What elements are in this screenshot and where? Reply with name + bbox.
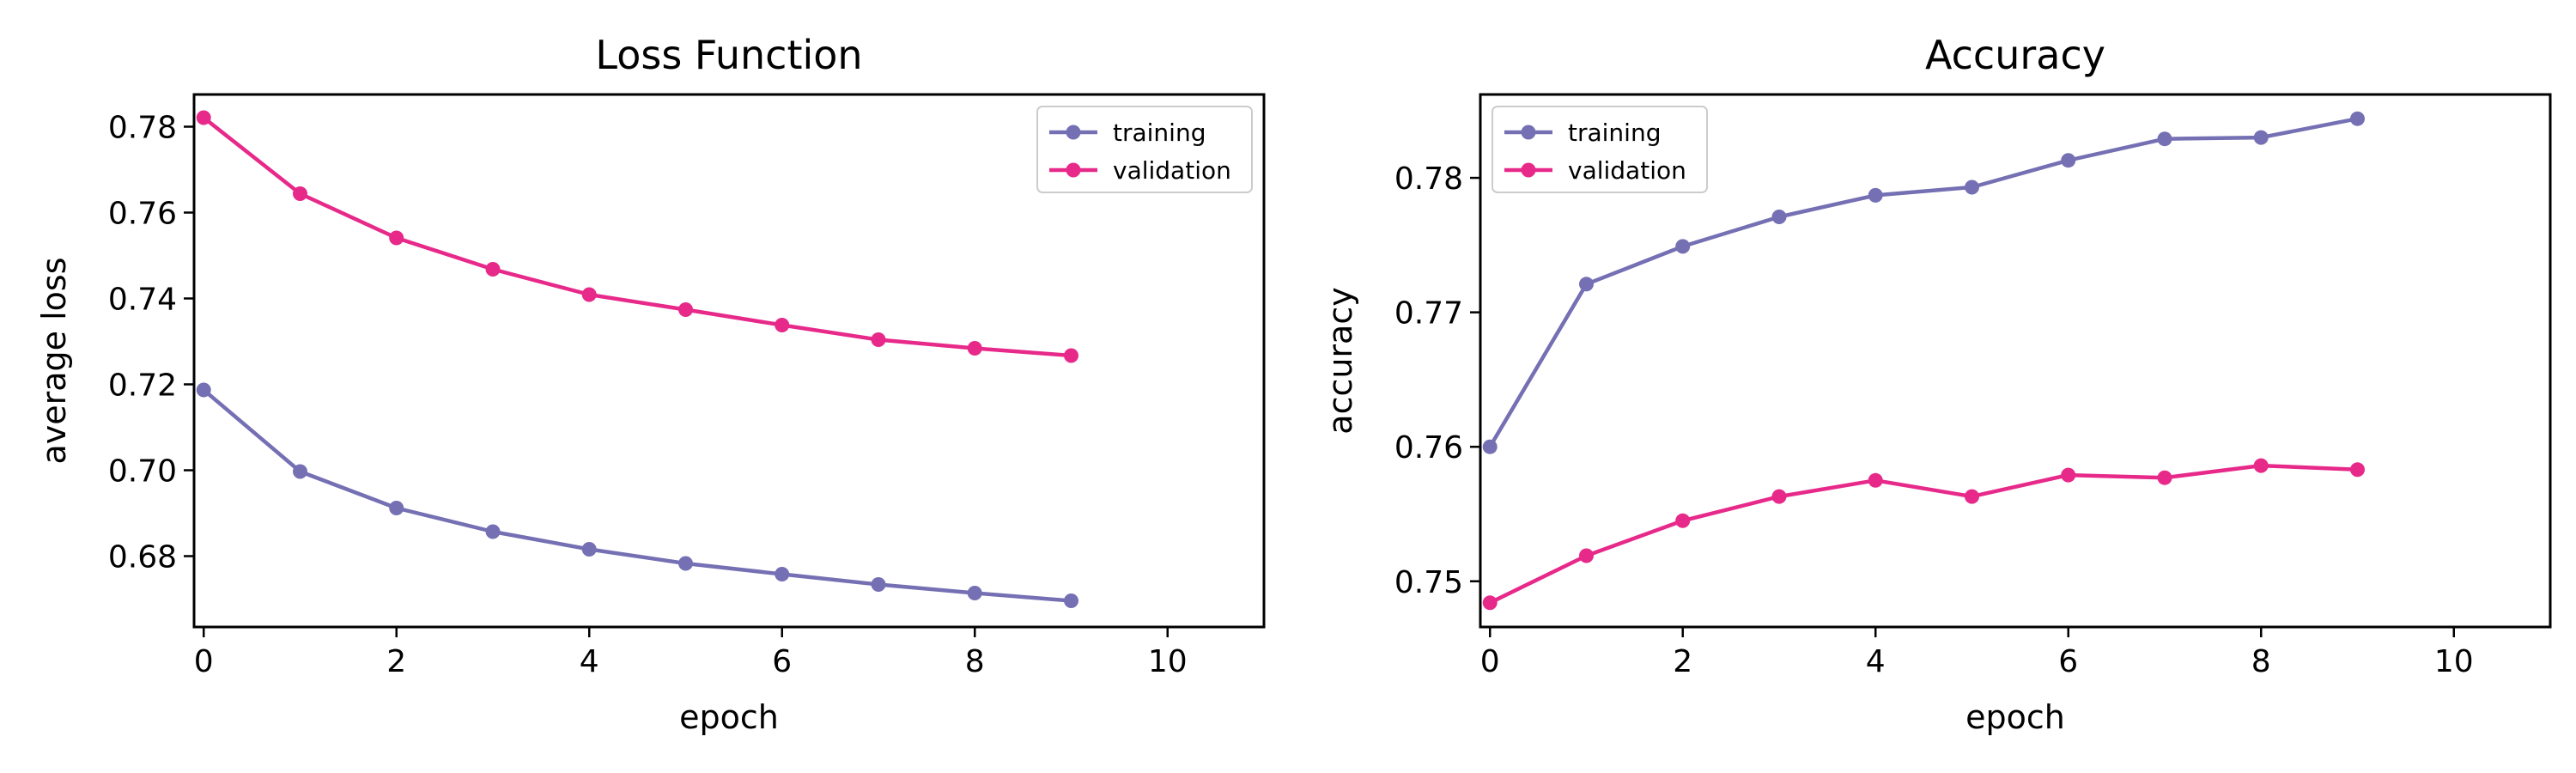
data-point-training xyxy=(1482,439,1498,454)
series-line-training xyxy=(1488,116,2358,448)
data-point-training xyxy=(2157,131,2172,147)
data-point-validation xyxy=(1771,489,1787,504)
data-point-validation xyxy=(967,341,982,356)
x-tick-label: 0 xyxy=(194,644,214,679)
series-line-validation xyxy=(202,116,1072,358)
data-point-training xyxy=(1579,277,1594,292)
data-point-training xyxy=(196,382,211,398)
legend-label-training: training xyxy=(1113,119,1206,147)
data-point-validation xyxy=(678,302,693,317)
legend-marker-validation xyxy=(1066,162,1081,178)
data-point-validation xyxy=(485,262,501,277)
x-tick-label: 10 xyxy=(1148,644,1188,679)
data-point-validation xyxy=(1965,489,1979,504)
data-point-training xyxy=(581,542,597,557)
data-point-training xyxy=(1675,239,1691,254)
data-point-validation xyxy=(293,186,307,201)
data-point-training xyxy=(967,586,982,600)
legend-marker-training xyxy=(1521,125,1536,140)
data-point-training xyxy=(293,464,307,479)
x-tick-label: 8 xyxy=(965,644,985,679)
x-tick-label: 8 xyxy=(2251,644,2271,679)
data-point-training xyxy=(1868,187,1883,203)
y-tick-label: 0.74 xyxy=(108,283,177,318)
data-point-training xyxy=(1965,180,1979,195)
data-point-validation xyxy=(2350,462,2365,478)
legend: training validation xyxy=(1036,106,1253,193)
x-tick-label: 6 xyxy=(772,644,792,679)
y-tick-label: 0.76 xyxy=(1394,430,1463,466)
data-point-validation xyxy=(2157,470,2172,485)
data-point-training xyxy=(2350,111,2365,126)
loss-chart: Loss Function 0 2 4 6 8 10 0.68 0.70 0.72 0.74 0.76… xyxy=(35,32,1266,736)
x-axis-label: epoch xyxy=(679,698,779,736)
data-point-training xyxy=(2061,153,2076,168)
x-axis-label: epoch xyxy=(1965,698,2065,736)
data-point-validation xyxy=(1675,513,1691,528)
data-point-training xyxy=(678,556,693,571)
data-point-validation xyxy=(389,230,404,246)
data-point-training xyxy=(1771,210,1787,224)
legend: training validation xyxy=(1492,106,1708,193)
plot-frame xyxy=(192,93,1266,629)
y-axis-label: average loss xyxy=(35,257,73,464)
y-tick-label: 0.76 xyxy=(108,197,177,232)
legend-label-training: training xyxy=(1568,119,1661,147)
legend-label-validation: validation xyxy=(1568,156,1686,185)
data-point-validation xyxy=(1868,472,1883,488)
data-point-validation xyxy=(196,110,211,125)
series-line-training xyxy=(202,388,1072,603)
accuracy-chart: Accuracy 0 2 4 6 8 10 0.75 0.76 0.77 0.78 epoch accu… xyxy=(1321,32,2552,736)
y-tick-label: 0.70 xyxy=(108,454,177,490)
y-axis-label: accuracy xyxy=(1321,287,1359,434)
chart-title: Loss Function xyxy=(595,32,862,78)
data-point-validation xyxy=(871,332,886,347)
data-point-training xyxy=(1064,593,1078,608)
legend-marker-validation xyxy=(1521,162,1536,178)
x-tick-label: 10 xyxy=(2434,644,2474,679)
data-point-validation xyxy=(2061,467,2076,483)
data-point-training xyxy=(871,577,886,592)
x-tick-label: 6 xyxy=(2058,644,2078,679)
data-point-training xyxy=(389,501,404,515)
x-tick-label: 0 xyxy=(1480,644,1500,679)
plot-frame xyxy=(1479,93,2552,629)
x-tick-label: 4 xyxy=(1866,644,1886,679)
y-tick-label: 0.75 xyxy=(1394,565,1463,600)
y-tick-label: 0.72 xyxy=(108,368,177,404)
data-point-validation xyxy=(2253,458,2269,473)
data-point-validation xyxy=(581,287,597,302)
data-point-training xyxy=(2253,130,2269,145)
x-tick-label: 2 xyxy=(1673,644,1692,679)
data-point-training xyxy=(775,567,790,581)
y-tick-label: 0.68 xyxy=(108,540,177,575)
data-point-validation xyxy=(1579,548,1594,563)
data-point-validation xyxy=(1482,595,1498,611)
y-tick-label: 0.77 xyxy=(1394,296,1463,332)
x-tick-label: 4 xyxy=(580,644,599,679)
data-point-validation xyxy=(1064,348,1078,363)
legend-label-validation: validation xyxy=(1113,156,1231,185)
y-tick-label: 0.78 xyxy=(108,111,177,146)
chart-title: Accuracy xyxy=(1925,32,2105,78)
series-line-validation xyxy=(1489,463,2358,605)
data-point-training xyxy=(485,524,501,539)
x-tick-label: 2 xyxy=(386,644,406,679)
y-tick-label: 0.78 xyxy=(1394,161,1463,197)
legend-marker-training xyxy=(1066,125,1081,140)
data-point-validation xyxy=(775,318,790,332)
